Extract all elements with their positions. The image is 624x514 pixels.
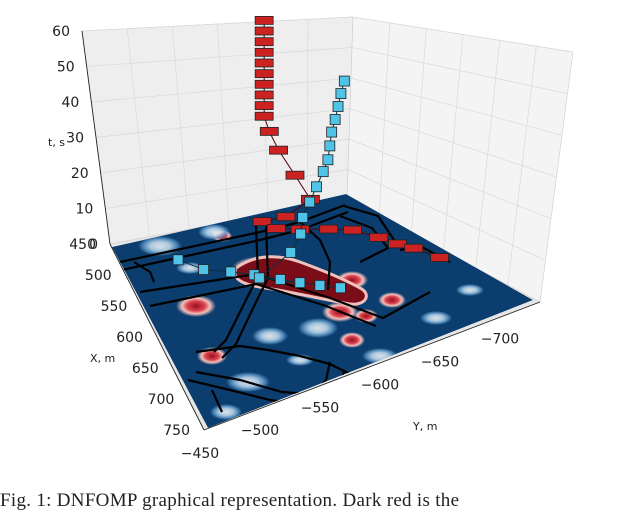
trajectory-box: [343, 225, 362, 235]
x-tick-label: 600: [116, 330, 143, 346]
t-tick-label: 40: [62, 95, 80, 111]
trajectory-box: [295, 228, 307, 240]
trajectory-box: [404, 243, 424, 253]
trajectory-box: [253, 272, 265, 284]
x-tick-label: 500: [85, 268, 112, 284]
y-tick-label: −450: [181, 446, 219, 462]
trajectory-box: [254, 101, 274, 110]
figure-caption: Fig. 1: DNFOMP graphical representation.…: [0, 490, 460, 511]
trajectory-box: [304, 196, 316, 208]
trajectory-box: [319, 224, 339, 234]
series-blue: [172, 75, 350, 294]
trajectory-box: [294, 277, 306, 289]
trajectory-box: [254, 58, 274, 68]
trajectory-box: [285, 170, 305, 180]
trajectory-box: [259, 126, 279, 136]
trajectory-box: [322, 154, 334, 166]
y-axis-label: Y, m: [412, 420, 437, 433]
x-tick-label: 550: [101, 299, 128, 315]
trajectory-box: [254, 79, 274, 89]
trajectory-box: [388, 239, 408, 249]
x-tick-label: 700: [148, 392, 175, 408]
y-tick-label: −550: [301, 400, 339, 416]
t-tick-label: 30: [66, 131, 84, 147]
t-tick-label: 20: [71, 166, 89, 182]
trajectory-path: [177, 80, 345, 289]
trajectory-box: [254, 69, 274, 79]
t-tick-label: 50: [57, 60, 75, 76]
y-tick-label: −500: [241, 423, 279, 439]
trajectory-box: [335, 88, 347, 99]
t-tick-label: 0: [89, 237, 98, 253]
trajectory-box: [311, 181, 322, 193]
trajectory-box: [252, 217, 272, 226]
trajectory-box: [276, 212, 296, 222]
trajectory-box: [254, 15, 274, 25]
trajectory-box: [198, 264, 210, 275]
trajectory-box: [334, 282, 346, 294]
series-red: [252, 15, 449, 262]
x-tick-label: 450: [69, 237, 96, 253]
trajectory-box: [338, 75, 350, 87]
gridlines: [81, 16, 574, 303]
x-axis-label: X, m: [90, 352, 115, 365]
trajectory-box: [266, 224, 286, 233]
trajectory-box: [274, 274, 286, 285]
trajectory-box: [324, 140, 336, 152]
x-tick-label: 650: [132, 361, 159, 377]
trajectory-box: [172, 254, 184, 266]
trajectory-box: [254, 37, 274, 47]
x-tick-label: 750: [163, 423, 190, 439]
trajectory-box: [329, 114, 341, 125]
y-tick-label: −650: [421, 355, 459, 371]
trajectory-box: [254, 47, 274, 57]
trajectory-box: [369, 233, 389, 242]
trajectory-box: [317, 166, 329, 178]
t-axis-ticks: 0 10 20 30 40 50 60: [52, 24, 98, 253]
y-tick-label: −700: [481, 332, 519, 348]
t-axis-label: t, s: [48, 136, 65, 149]
y-tick-label: −600: [361, 377, 399, 393]
trajectory-box: [332, 101, 344, 112]
trajectory-box: [326, 126, 338, 138]
x-axis-ticks: 450 500 550 600 650 700 750: [69, 237, 190, 439]
trajectory-box: [297, 212, 309, 223]
trajectory-box: [254, 26, 274, 36]
trajectory-box: [430, 253, 449, 262]
t-tick-label: 60: [52, 24, 70, 40]
t-tick-label: 10: [76, 202, 94, 218]
trajectory-box: [254, 90, 274, 100]
trajectory-box: [254, 111, 274, 121]
axis-lines: [81, 30, 541, 431]
trajectory-box: [285, 247, 297, 258]
trajectory-box: [269, 145, 288, 155]
trajectory-box: [225, 266, 237, 278]
trajectory-box: [314, 280, 326, 291]
y-axis-ticks: −450 −500 −550 −600 −650 −700: [181, 332, 519, 462]
